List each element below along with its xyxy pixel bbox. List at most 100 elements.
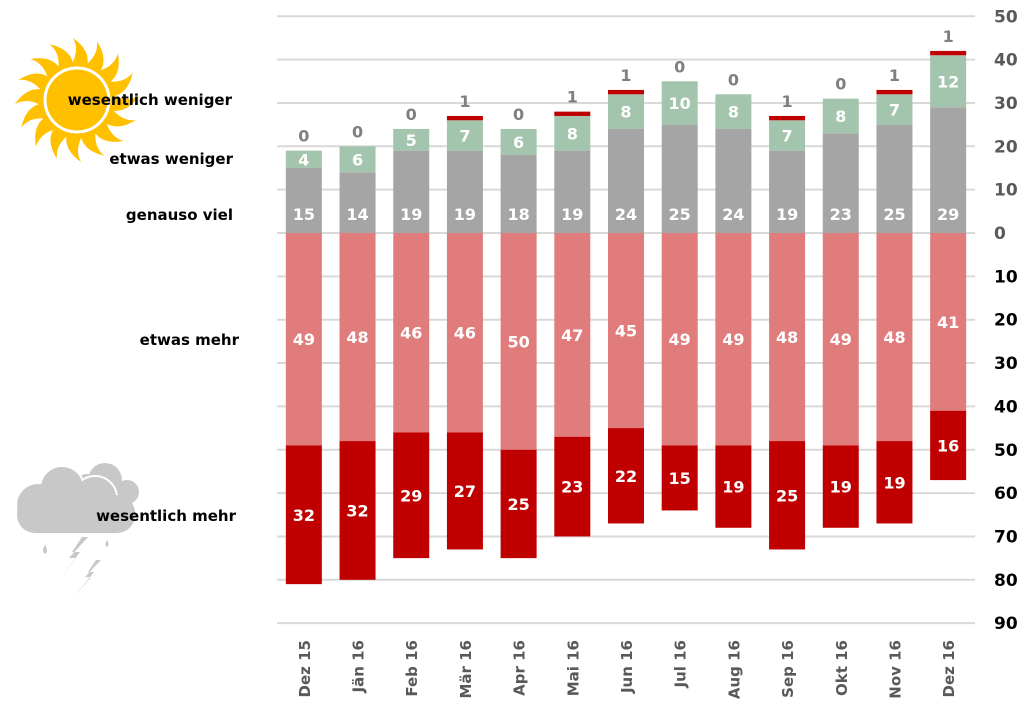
data-label: 1 — [943, 27, 954, 46]
bar-etwas-weniger — [554, 115, 591, 151]
data-label: 6 — [352, 150, 363, 169]
bar-etwas-weniger — [339, 146, 376, 173]
bar-wesentlich-weniger — [930, 50, 967, 56]
legend-label-genauso-viel: genauso viel — [126, 206, 233, 224]
bar-etwas-weniger — [500, 128, 537, 155]
bar-wesentlich-mehr — [876, 441, 913, 524]
x-tick-label: Apr 16 — [511, 640, 529, 696]
data-label: 45 — [615, 322, 637, 341]
y-tick-label: 50 — [994, 7, 1018, 27]
bar-etwas-weniger — [822, 98, 859, 134]
data-label: 19 — [400, 205, 422, 224]
data-label: 25 — [776, 486, 798, 505]
bar-genauso-viel — [446, 150, 483, 233]
data-label: 0 — [835, 75, 846, 94]
x-tick-label: Feb 16 — [403, 640, 421, 697]
data-label: 48 — [346, 328, 368, 347]
data-label: 8 — [620, 103, 631, 122]
y-tick-label: 10 — [994, 181, 1018, 201]
legend-label-wesentlich-weniger: wesentlich weniger — [68, 91, 233, 109]
data-label: 49 — [830, 330, 852, 349]
data-label: 4 — [298, 150, 309, 169]
x-tick-label: Dez 16 — [940, 640, 958, 697]
bar-etwas-weniger — [715, 94, 752, 129]
y-tick-label: 40 — [994, 51, 1018, 71]
data-label: 0 — [513, 105, 524, 124]
sun-ray — [50, 124, 74, 159]
data-label: 48 — [883, 328, 905, 347]
bar-etwas-weniger — [608, 94, 644, 129]
data-label: 8 — [567, 124, 578, 143]
data-label: 25 — [669, 205, 691, 224]
data-label: 25 — [883, 205, 905, 224]
bar-etwas-weniger — [769, 120, 806, 151]
bar-wesentlich-mehr — [822, 445, 859, 528]
data-label: 46 — [400, 324, 422, 343]
bar-etwas-weniger — [876, 94, 913, 125]
bars — [285, 50, 967, 585]
bar-etwas-weniger — [661, 81, 698, 125]
data-label: 19 — [561, 205, 583, 224]
data-label: 29 — [400, 486, 422, 505]
x-tick-label: Sep 16 — [779, 640, 797, 698]
y-tick-label: 0 — [994, 224, 1006, 244]
bar-etwas-mehr — [554, 233, 591, 437]
bar-etwas-mehr — [339, 233, 376, 442]
x-tick-label: Aug 16 — [725, 640, 743, 699]
x-tick-label: Jän 16 — [350, 640, 368, 693]
data-label: 46 — [454, 324, 476, 343]
sun-ray — [80, 41, 104, 76]
sun-icon — [15, 38, 139, 162]
data-label: 19 — [883, 473, 905, 492]
data-label: 18 — [507, 205, 529, 224]
data-label: 12 — [937, 72, 959, 91]
y-tick-label: 80 — [994, 571, 1018, 591]
bar-etwas-mehr — [446, 233, 483, 433]
bar-etwas-mehr — [822, 233, 859, 446]
bar-etwas-mehr — [876, 233, 913, 442]
x-tick-label: Mär 16 — [457, 640, 475, 699]
bar-wesentlich-weniger — [876, 89, 913, 95]
legend-label-wesentlich-mehr: wesentlich mehr — [96, 507, 237, 525]
storm-cloud-icon — [17, 463, 139, 597]
bar-wesentlich-mehr — [500, 449, 537, 559]
bar-etwas-weniger — [393, 128, 430, 151]
data-label: 1 — [459, 92, 470, 111]
bar-etwas-mehr — [769, 233, 806, 442]
bar-etwas-weniger — [446, 120, 483, 151]
bar-etwas-weniger — [285, 150, 322, 168]
data-label: 32 — [293, 506, 315, 525]
sun-ray — [66, 130, 86, 162]
bar-etwas-mehr — [393, 233, 430, 433]
sun-ray — [107, 91, 139, 111]
x-tick-label: Mai 16 — [564, 640, 582, 696]
bar-genauso-viel — [500, 154, 537, 233]
bar-genauso-viel — [715, 128, 752, 233]
bar-genauso-viel — [608, 128, 644, 233]
bar-wesentlich-mehr — [339, 441, 376, 580]
y-tick-label: 20 — [994, 311, 1018, 331]
x-tick-label: Okt 16 — [833, 640, 851, 696]
y-axis: 50 40 30 20 10 0 10 20 30 40 50 60 70 80 90 — [994, 7, 1018, 634]
bar-wesentlich-weniger — [769, 115, 806, 121]
data-label: 19 — [776, 205, 798, 224]
sun-ray — [68, 38, 88, 70]
bar-wesentlich-mehr — [930, 410, 967, 481]
data-labels: 1540493214604832195046291971462718605025… — [293, 27, 960, 525]
data-label: 5 — [406, 131, 417, 150]
data-label: 7 — [889, 100, 900, 119]
data-label: 49 — [293, 330, 315, 349]
data-label: 50 — [507, 332, 529, 351]
data-label: 7 — [782, 126, 793, 145]
x-axis: Dez 15 Jän 16 Feb 16 Mär 16 Apr 16 Mai 16 Jun … — [296, 640, 958, 699]
x-tick-label: Jul 16 — [672, 640, 690, 689]
data-label: 1 — [889, 66, 900, 85]
data-label: 7 — [459, 126, 470, 145]
data-label: 0 — [674, 57, 685, 76]
data-label: 0 — [352, 122, 363, 141]
data-label: 47 — [561, 326, 583, 345]
bar-wesentlich-weniger — [608, 89, 644, 95]
bar-wesentlich-mehr — [393, 432, 430, 559]
bar-genauso-viel — [661, 124, 698, 233]
